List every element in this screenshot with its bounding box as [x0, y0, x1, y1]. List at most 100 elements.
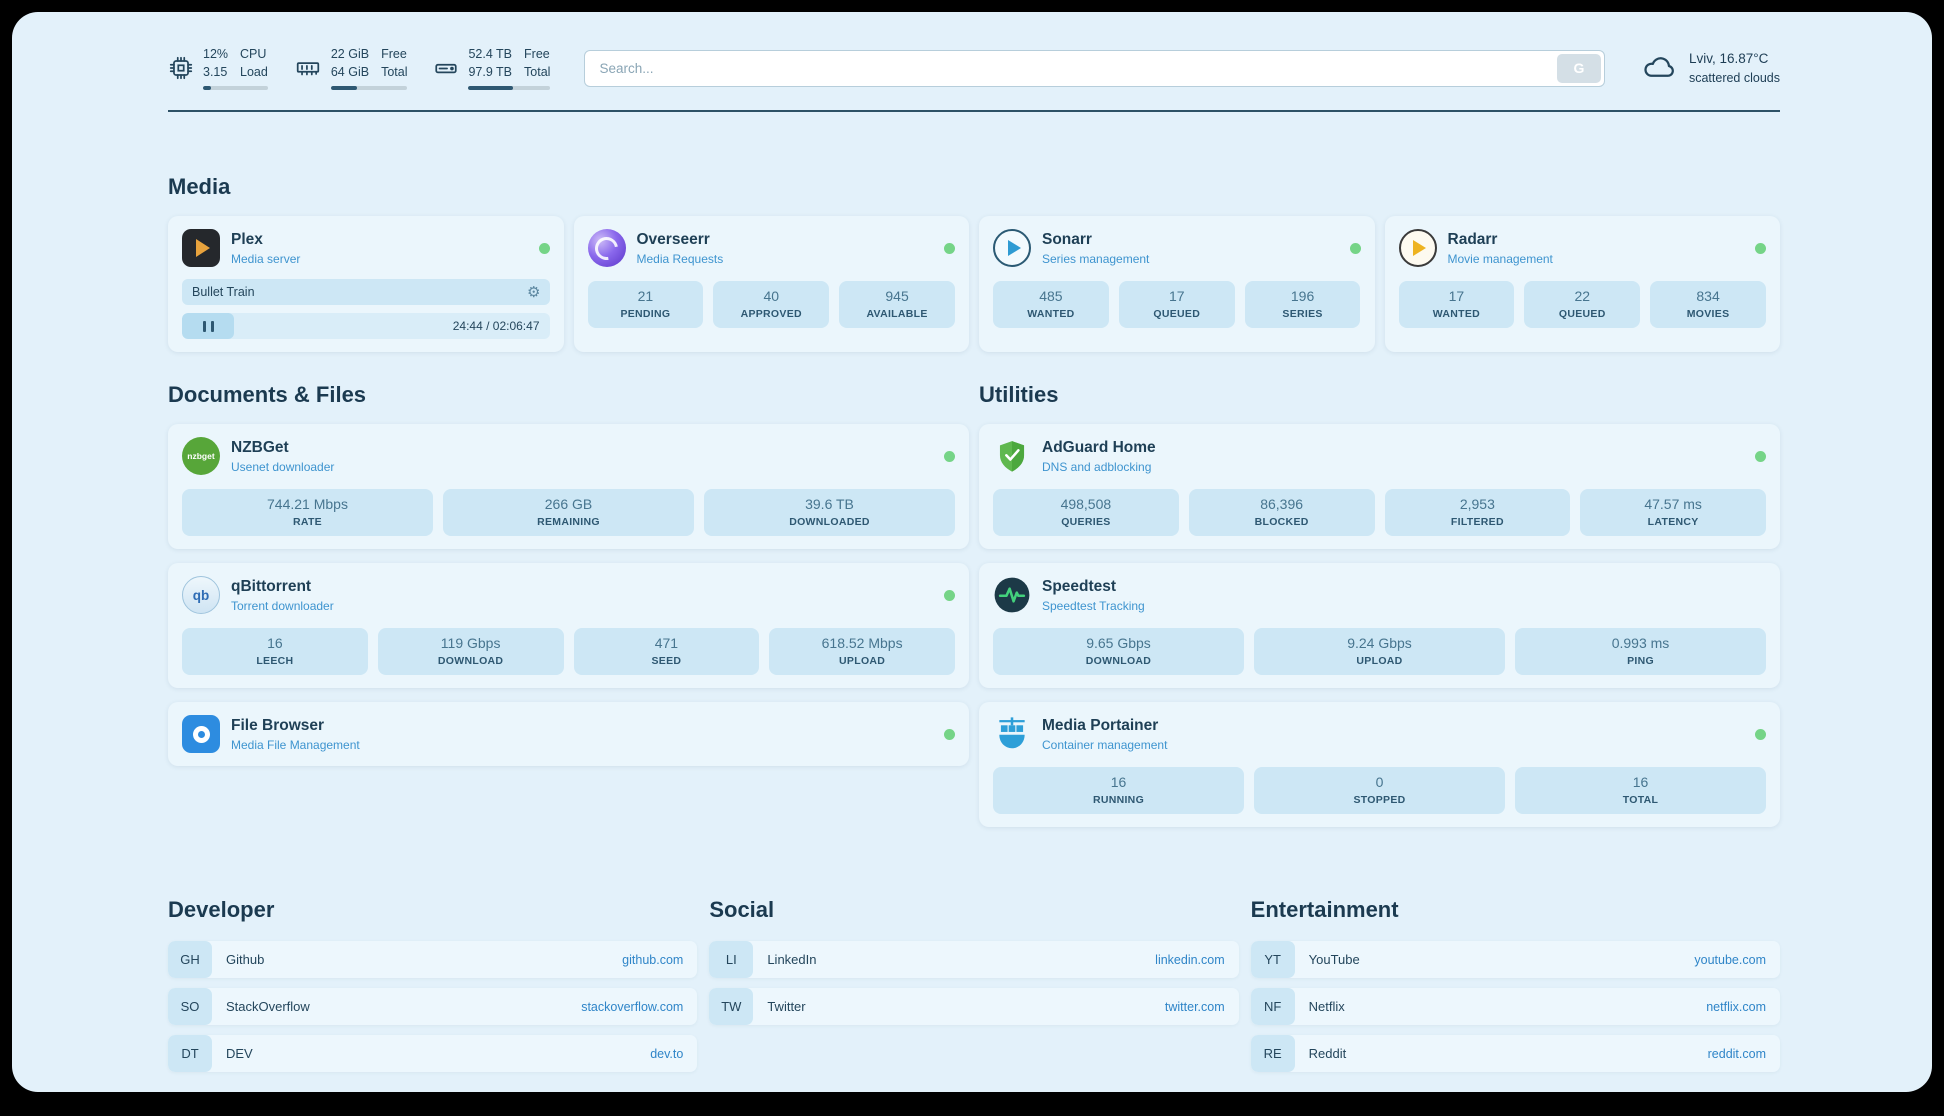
overseerr-status-dot: [944, 242, 955, 254]
bookmark-url[interactable]: dev.to: [650, 1046, 684, 1061]
stat-queued: 22 QUEUED: [1524, 281, 1641, 328]
disk-usage-fill: [468, 86, 513, 90]
cpu-labels: CPU Load: [240, 46, 268, 81]
settings-gear-icon[interactable]: ⚙: [527, 283, 541, 301]
bookmark-linkedin[interactable]: LI LinkedIn linkedin.com: [709, 941, 1239, 978]
playback-time: 24:44 / 02:06:47: [452, 319, 540, 333]
portainer-subtitle: Container management: [1042, 737, 1168, 752]
stat-upload: 618.52 Mbps UPLOAD: [769, 628, 955, 675]
stat-value: 86,396: [1260, 496, 1304, 512]
overseerr-card-header: Overseerr Media Requests: [587, 229, 955, 267]
bookmark-reddit[interactable]: RE Reddit reddit.com: [1250, 1035, 1780, 1072]
overseerr-card[interactable]: Overseerr Media Requests 21 PENDING 40 A…: [573, 216, 969, 352]
ram-usage-fill: [330, 86, 357, 90]
stat-label: WANTED: [1027, 308, 1075, 320]
overseerr-title: Overseerr: [636, 230, 710, 248]
bookmark-url[interactable]: stackoverflow.com: [581, 999, 684, 1014]
stat-label: BLOCKED: [1254, 516, 1309, 528]
stat-label: PENDING: [620, 308, 671, 320]
bookmark-youtube[interactable]: YT YouTube youtube.com: [1250, 941, 1780, 978]
ram-icon: [294, 55, 322, 81]
sonarr-card[interactable]: Sonarr Series management 485 WANTED 17 Q…: [979, 216, 1375, 352]
ram-values: 22 GiB 64 GiB: [331, 46, 369, 81]
bookmark-url[interactable]: netflix.com: [1706, 999, 1766, 1014]
speedtest-pulse-icon: [993, 576, 1031, 614]
bookmark-dev[interactable]: DT DEV dev.to: [168, 1035, 698, 1072]
stat-download: 9.65 Gbps DOWNLOAD: [993, 628, 1244, 675]
portainer-whale-icon: [993, 715, 1031, 753]
nzbget-card[interactable]: nzbget NZBGet Usenet downloader 744.21 M…: [168, 424, 969, 549]
nzbget-subtitle: Usenet downloader: [231, 459, 335, 474]
bookmark-abbr: SO: [168, 988, 212, 1025]
stat-value: 16: [1632, 774, 1649, 790]
bookmark-github[interactable]: GH Github github.com: [168, 941, 698, 978]
speedtest-subtitle: Speedtest Tracking: [1042, 598, 1145, 613]
section-title-media: Media: [168, 174, 231, 199]
sonarr-icon: [993, 229, 1031, 267]
stat-label: SERIES: [1282, 308, 1323, 320]
speedtest-titles: Speedtest Speedtest Tracking: [1042, 578, 1766, 613]
adguard-subtitle: DNS and adblocking: [1042, 459, 1152, 474]
bookmark-url[interactable]: linkedin.com: [1155, 952, 1225, 967]
ram-total-value: 64 GiB: [330, 64, 370, 79]
bookmark-url[interactable]: github.com: [622, 952, 684, 967]
bookmark-stackoverflow[interactable]: SO StackOverflow stackoverflow.com: [168, 988, 698, 1025]
sonarr-titles: Sonarr Series management: [1042, 231, 1339, 266]
stat-label: DOWNLOADED: [789, 516, 870, 528]
plex-card-header: Plex Media server: [182, 229, 550, 267]
portainer-card[interactable]: Media Portainer Container management 16 …: [979, 702, 1780, 827]
radarr-icon: [1398, 229, 1437, 267]
bookmark-netflix[interactable]: NF Netflix netflix.com: [1250, 988, 1780, 1025]
stat-label: QUEUED: [1558, 308, 1606, 320]
plex-card[interactable]: Plex Media server Bullet Train ⚙ 24:44 /…: [168, 216, 564, 352]
stat-label: APPROVED: [740, 308, 802, 320]
qbittorrent-icon: qb: [182, 576, 220, 614]
weather-text: Lviv, 16.87°C scattered clouds: [1689, 49, 1780, 87]
stat-label: UPLOAD: [839, 655, 886, 667]
bookmark-url[interactable]: reddit.com: [1707, 1046, 1766, 1061]
adguard-titles: AdGuard Home DNS and adblocking: [1042, 439, 1744, 474]
disk-icon: [433, 55, 459, 81]
bookmark-twitter[interactable]: TW Twitter twitter.com: [709, 988, 1239, 1025]
stat-value: 266 GB: [544, 496, 593, 512]
pause-button[interactable]: [182, 313, 234, 339]
cpu-widget: 12% 3.15 CPU Load: [168, 46, 268, 90]
adguard-status-dot: [1755, 450, 1766, 462]
disk-usage-bar: [468, 86, 551, 90]
filebrowser-status-dot: [944, 728, 955, 740]
portainer-titles: Media Portainer Container management: [1042, 717, 1744, 752]
search-input[interactable]: [585, 50, 1554, 86]
stat-queued: 17 QUEUED: [1118, 281, 1235, 328]
adguard-shield-icon: [993, 437, 1031, 475]
stat-leech: 16 LEECH: [182, 628, 368, 675]
stat-value: 16: [1110, 774, 1127, 790]
radarr-title: Radarr: [1447, 230, 1498, 248]
bookmark-abbr: DT: [168, 1035, 212, 1072]
stat-label: RATE: [292, 516, 322, 528]
plex-status-dot: [538, 242, 550, 254]
filebrowser-card[interactable]: File Browser Media File Management: [168, 702, 969, 766]
filebrowser-title: File Browser: [231, 716, 325, 734]
section-title-developer: Developer: [168, 897, 275, 922]
media-grid: Plex Media server Bullet Train ⚙ 24:44 /…: [168, 216, 1780, 352]
qbittorrent-card[interactable]: qb qBittorrent Torrent downloader 16 LEE…: [168, 563, 969, 688]
overseerr-icon: [587, 229, 626, 267]
stat-label: TOTAL: [1622, 794, 1659, 806]
stat-value: 0: [1375, 774, 1384, 790]
plex-title: Plex: [231, 230, 263, 248]
stat-value: 39.6 TB: [805, 496, 854, 512]
bookmark-name: YouTube: [1308, 952, 1360, 967]
bookmark-url[interactable]: youtube.com: [1694, 952, 1766, 967]
playback-progress-bar[interactable]: 24:44 / 02:06:47: [182, 313, 550, 339]
bookmark-abbr: NF: [1250, 988, 1295, 1025]
ram-usage-bar: [330, 86, 408, 90]
adguard-card[interactable]: AdGuard Home DNS and adblocking 498,508 …: [979, 424, 1780, 549]
radarr-card[interactable]: Radarr Movie management 17 WANTED 22 QUE…: [1384, 216, 1780, 352]
plex-titles: Plex Media server: [231, 231, 528, 266]
bookmark-url[interactable]: twitter.com: [1164, 999, 1225, 1014]
search-provider-button[interactable]: G: [1556, 53, 1601, 83]
speedtest-card[interactable]: Speedtest Speedtest Tracking 9.65 Gbps D…: [979, 563, 1780, 688]
stat-label: AVAILABLE: [866, 308, 928, 320]
nzbget-icon: nzbget: [182, 437, 220, 475]
cpu-icon: [168, 55, 194, 81]
